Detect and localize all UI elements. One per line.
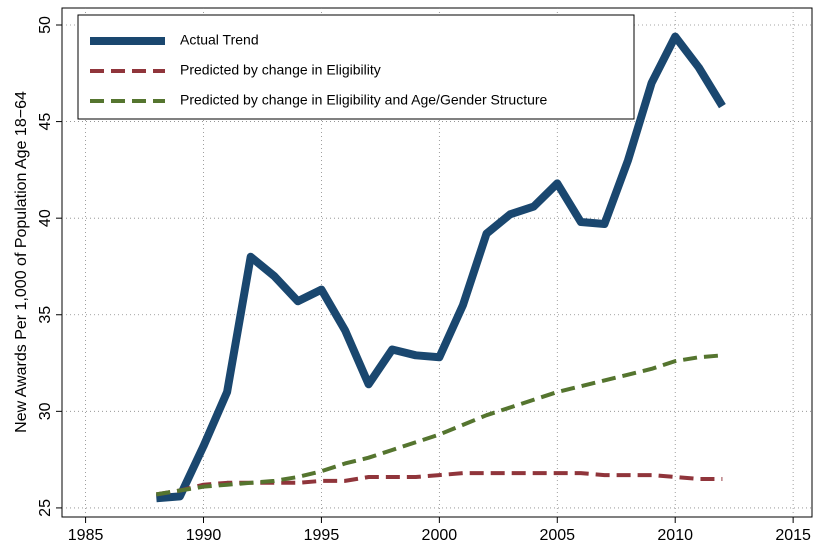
y-tick-label: 40 bbox=[37, 209, 54, 227]
legend-label: Actual Trend bbox=[180, 32, 259, 48]
x-tick-label: 2000 bbox=[422, 527, 458, 544]
series-line bbox=[156, 353, 723, 497]
x-tick-label: 2005 bbox=[539, 527, 575, 544]
y-tick-label: 30 bbox=[37, 402, 54, 420]
y-tick-label: 50 bbox=[37, 16, 54, 34]
legend-box bbox=[77, 14, 635, 120]
legend: Actual Trend Predicted by change in Eligi… bbox=[77, 14, 635, 120]
y-axis-title: New Awards Per 1,000 of Population Age 1… bbox=[13, 91, 30, 433]
legend-label: Predicted by change in Eligibility bbox=[180, 62, 381, 78]
x-tick-label: 2010 bbox=[657, 527, 693, 544]
series-line bbox=[156, 32, 726, 503]
x-tick-label: 1985 bbox=[68, 527, 104, 544]
x-tick-label: 1990 bbox=[186, 527, 222, 544]
y-tick-label: 45 bbox=[37, 113, 54, 131]
y-tick-label: 25 bbox=[37, 499, 54, 517]
y-tick-label: 35 bbox=[37, 306, 54, 324]
x-tick-label: 1995 bbox=[304, 527, 340, 544]
legend-label: Predicted by change in Eligibility and A… bbox=[180, 92, 548, 108]
x-tick-label: 2015 bbox=[775, 527, 811, 544]
